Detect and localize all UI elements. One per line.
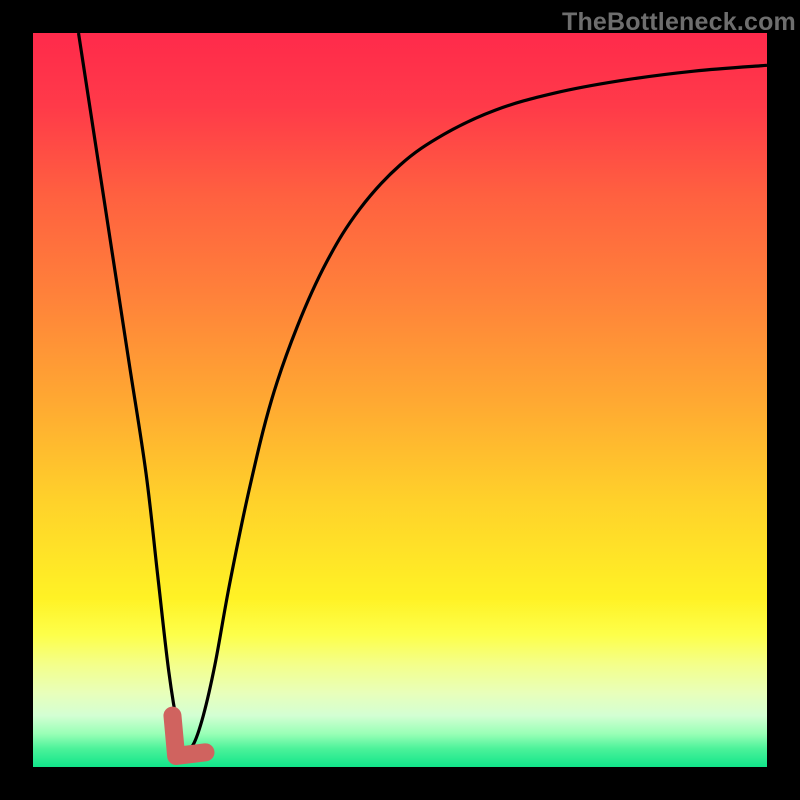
chart-frame: TheBottleneck.com (0, 0, 800, 800)
watermark-text: TheBottleneck.com (562, 8, 796, 37)
curve-layer (33, 33, 767, 767)
bottleneck-curve (79, 33, 767, 750)
plot-area (33, 33, 767, 767)
